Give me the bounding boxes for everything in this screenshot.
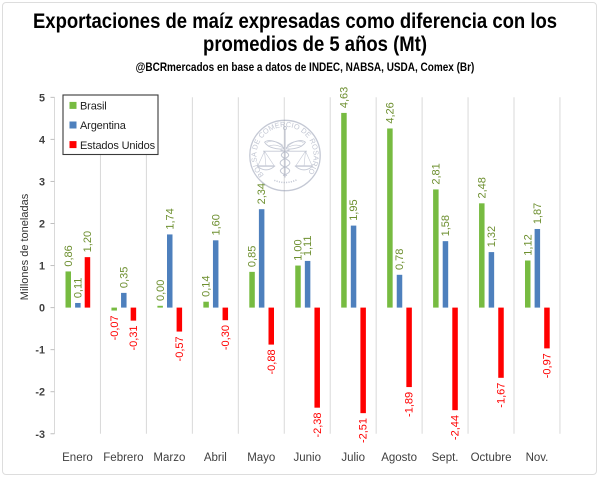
svg-text:1,12: 1,12 [522,234,534,255]
svg-text:0,85: 0,85 [247,246,259,267]
svg-text:-1,67: -1,67 [496,383,508,408]
svg-text:4: 4 [39,134,45,146]
svg-text:Julio: Julio [341,452,365,464]
svg-text:Millones de toneladas: Millones de toneladas [19,193,31,300]
svg-text:1,74: 1,74 [164,208,176,229]
svg-text:1,20: 1,20 [82,231,94,252]
svg-text:Octubre: Octubre [471,452,512,464]
svg-text:0,35: 0,35 [118,267,130,288]
svg-text:2,34: 2,34 [256,183,268,204]
svg-text:2,81: 2,81 [430,163,442,184]
svg-text:-0,88: -0,88 [266,349,278,374]
svg-text:1,87: 1,87 [532,203,544,224]
svg-text:-0,97: -0,97 [542,353,554,378]
svg-text:-2,51: -2,51 [358,418,370,443]
svg-text:1,95: 1,95 [348,199,360,220]
svg-text:-2,44: -2,44 [450,415,462,440]
svg-text:1,58: 1,58 [440,215,452,236]
svg-text:-2: -2 [35,387,45,399]
svg-text:0: 0 [39,303,45,315]
svg-text:Junio: Junio [293,452,321,464]
svg-text:Sept.: Sept. [432,452,459,464]
svg-text:1,11: 1,11 [302,236,314,257]
svg-text:0,86: 0,86 [63,245,75,266]
svg-text:Agosto: Agosto [381,452,417,464]
svg-text:2: 2 [39,219,45,231]
svg-text:0,11: 0,11 [72,278,84,299]
svg-text:2,48: 2,48 [476,177,488,198]
svg-text:1,00: 1,00 [293,239,305,260]
svg-text:0,78: 0,78 [394,249,406,270]
svg-text:0,00: 0,00 [155,280,167,301]
svg-text:-0,31: -0,31 [128,325,140,350]
svg-text:1,32: 1,32 [486,226,498,247]
svg-text:-0,57: -0,57 [174,336,186,361]
svg-text:Mayo: Mayo [247,452,275,464]
svg-text:Nov.: Nov. [526,452,549,464]
svg-text:-0,07: -0,07 [109,315,121,340]
svg-text:-0,30: -0,30 [220,325,232,350]
svg-text:3: 3 [39,176,45,188]
svg-text:Febrero: Febrero [103,452,143,464]
svg-text:4,63: 4,63 [339,87,351,108]
svg-text:1,60: 1,60 [210,214,222,235]
svg-text:-3: -3 [35,429,45,441]
svg-text:Abril: Abril [204,452,227,464]
svg-text:Enero: Enero [62,452,93,464]
svg-text:Argentina: Argentina [80,120,127,132]
svg-text:1: 1 [39,261,45,273]
svg-text:-1: -1 [35,345,45,357]
svg-text:-2,38: -2,38 [312,412,324,437]
svg-text:Estados Unidos: Estados Unidos [80,140,156,152]
svg-text:Brasil: Brasil [80,101,107,113]
svg-text:0,14: 0,14 [201,275,213,296]
svg-text:5: 5 [39,92,45,104]
svg-text:-1,89: -1,89 [404,392,416,417]
svg-text:Marzo: Marzo [153,452,185,464]
svg-text:4,26: 4,26 [385,102,397,123]
